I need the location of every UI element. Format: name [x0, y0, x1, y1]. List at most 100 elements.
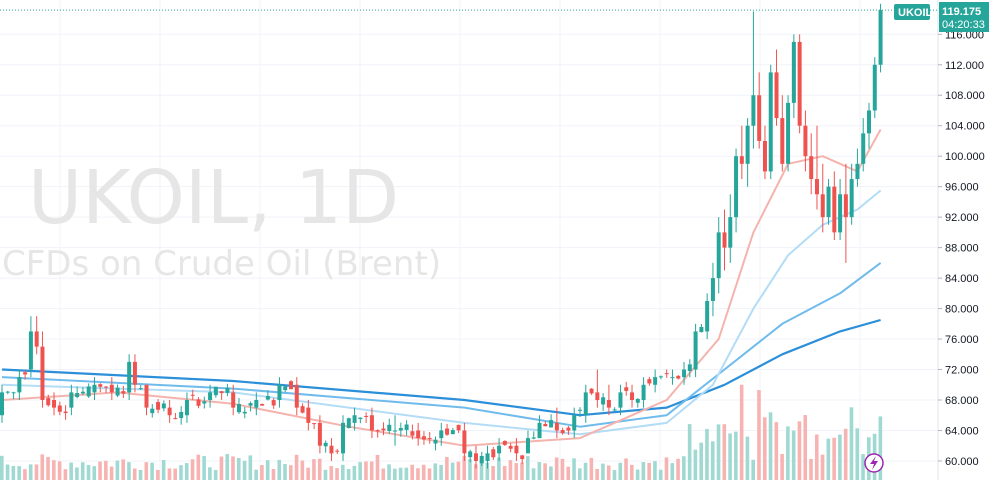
- candle-body: [254, 400, 259, 408]
- candle-body: [404, 424, 409, 430]
- volume-bar: [312, 459, 316, 480]
- candle-body: [757, 95, 762, 141]
- volume-bar: [132, 468, 137, 480]
- candle-body: [63, 411, 68, 414]
- candle-body: [468, 451, 473, 458]
- volume-bar: [797, 421, 802, 480]
- candle-body: [98, 384, 103, 387]
- candle-body: [127, 361, 132, 393]
- candle-body: [23, 372, 28, 375]
- candle-body: [86, 386, 91, 397]
- volume-bar: [196, 454, 201, 480]
- price-axis[interactable]: 116.000 112.000 108.000 104.000 100.000 96.00…: [937, 0, 993, 480]
- volume-bar: [809, 458, 813, 480]
- candle-body: [485, 453, 490, 461]
- volume-bar: [525, 456, 530, 480]
- candle-body: [762, 140, 767, 172]
- volume-bar: [52, 460, 56, 480]
- candle-body: [751, 95, 756, 126]
- candle-body: [364, 415, 369, 417]
- candle-body: [514, 445, 519, 454]
- candle-body: [583, 392, 588, 416]
- volume-bar: [410, 464, 414, 480]
- last-price-tag: [939, 2, 989, 32]
- volume-bar: [283, 464, 287, 480]
- volume-bar: [289, 465, 293, 480]
- volume-bar: [450, 462, 455, 480]
- candle-body: [745, 125, 750, 164]
- candle-body: [17, 377, 22, 393]
- volume-bar: [352, 465, 357, 480]
- watermark: UKOIL, 1D CFDs on Crude Oil (Brent): [2, 155, 441, 284]
- countdown-label: 04:20:33: [942, 19, 985, 31]
- volume-bar: [0, 455, 4, 480]
- volume-bar: [445, 456, 449, 480]
- volume-bar: [427, 468, 432, 480]
- candle-body: [358, 417, 363, 420]
- price-tick-label: 108.000: [945, 90, 985, 102]
- candle-body: [774, 72, 779, 119]
- candle-body: [601, 397, 606, 405]
- candle-body: [104, 386, 109, 388]
- volume-bar: [104, 460, 108, 480]
- volume-bar: [514, 463, 519, 480]
- volume-bar: [306, 467, 310, 480]
- candle-body: [115, 387, 120, 396]
- volume-bar: [462, 455, 466, 480]
- price-axis-bg: [938, 0, 993, 480]
- volume-bar: [254, 469, 258, 480]
- candle-body: [236, 404, 241, 413]
- candle-body: [473, 453, 478, 461]
- last-price-label: 119.175: [942, 6, 981, 18]
- volume-bar: [364, 461, 368, 480]
- volume-bar: [491, 465, 495, 480]
- candle-body: [855, 163, 860, 180]
- candle-body: [722, 232, 727, 248]
- volume-bar: [861, 454, 865, 480]
- volume-bar: [86, 465, 91, 480]
- volume-bar: [271, 468, 276, 480]
- volume-bar: [156, 469, 160, 480]
- candle-body: [595, 392, 600, 400]
- candle-body: [306, 407, 311, 423]
- volume-bar: [595, 468, 599, 480]
- candle-body: [283, 386, 288, 391]
- candle-body: [46, 398, 51, 406]
- candle-body: [664, 373, 669, 375]
- candle-body: [554, 422, 559, 431]
- volume-bar: [323, 469, 328, 480]
- volume-bar: [439, 465, 443, 480]
- volume-bar: [242, 460, 247, 480]
- volume-bar: [127, 462, 131, 480]
- price-tick-label: 116.000: [945, 29, 984, 41]
- candle-body: [803, 125, 808, 157]
- candle-body: [647, 379, 652, 384]
- candle-body: [75, 393, 80, 398]
- lightning-button[interactable]: [864, 453, 884, 473]
- candle-body: [843, 194, 848, 218]
- candle-body: [450, 430, 455, 435]
- volume-bar: [658, 469, 663, 480]
- volume-bar: [213, 469, 218, 480]
- volume-bar: [814, 434, 819, 480]
- volume-bar: [687, 424, 692, 480]
- volume-bar: [433, 463, 438, 480]
- volume-bar: [572, 458, 576, 480]
- candle-body: [398, 428, 403, 431]
- volume-bar: [456, 461, 461, 480]
- volume-bar: [537, 462, 542, 480]
- volume-bar: [838, 434, 842, 480]
- candle-body: [167, 407, 172, 416]
- candle-body: [445, 428, 450, 435]
- candle-body: [410, 431, 415, 436]
- volume-bar: [664, 457, 669, 480]
- candle-body: [549, 420, 554, 428]
- volume-bar: [109, 466, 114, 480]
- candle-body: [277, 384, 282, 400]
- candle-body: [832, 186, 837, 233]
- watermark-symbol: UKOIL, 1D: [28, 155, 399, 241]
- candle-body: [381, 428, 386, 431]
- volume-bar: [768, 412, 773, 480]
- candle-body: [878, 10, 883, 65]
